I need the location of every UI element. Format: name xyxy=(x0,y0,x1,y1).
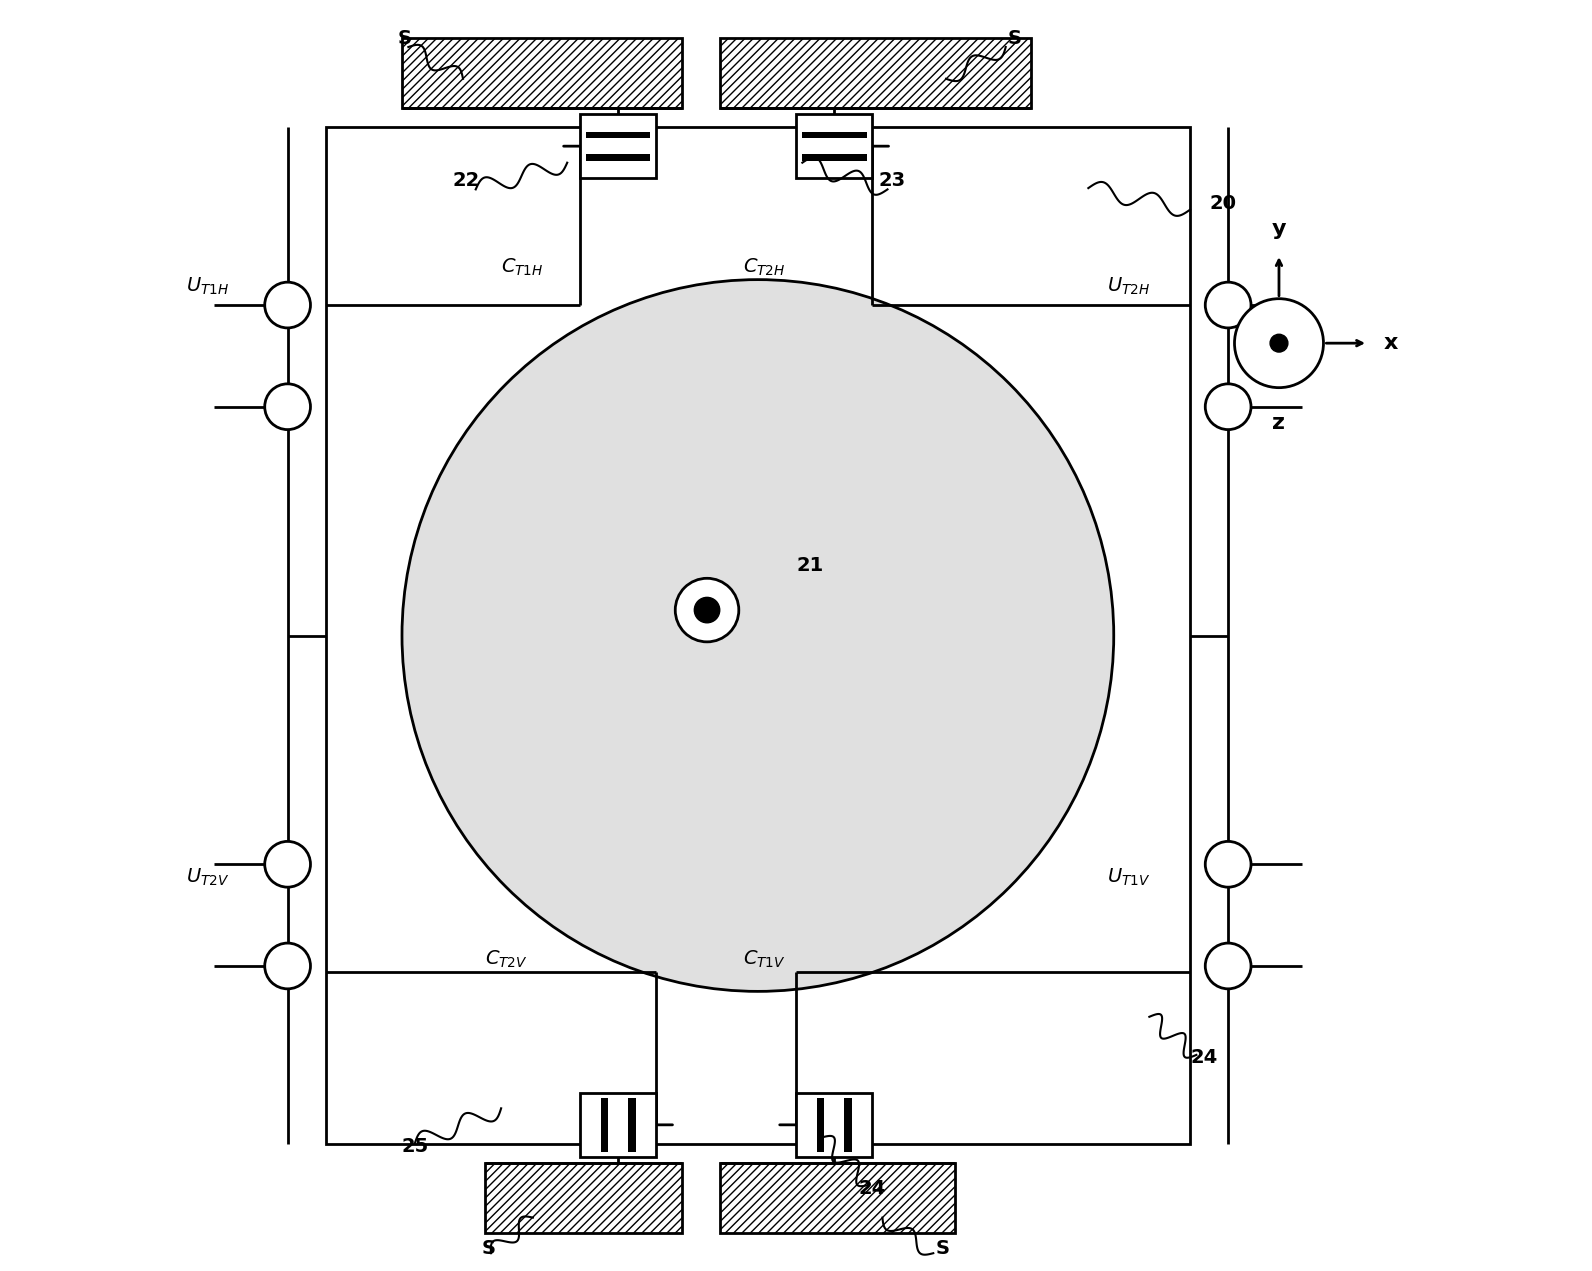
Bar xyxy=(326,127,1189,1144)
Text: 24: 24 xyxy=(858,1179,885,1197)
Text: 23: 23 xyxy=(879,172,906,189)
Circle shape xyxy=(1270,334,1288,352)
Circle shape xyxy=(1205,384,1251,430)
Circle shape xyxy=(694,597,720,623)
Text: $U_{T1H}$: $U_{T1H}$ xyxy=(186,276,229,296)
Text: S: S xyxy=(935,1239,949,1258)
Text: 22: 22 xyxy=(452,172,481,189)
Bar xyxy=(586,131,651,137)
Circle shape xyxy=(1205,282,1251,328)
Bar xyxy=(720,1163,955,1233)
Bar xyxy=(817,1098,825,1152)
Circle shape xyxy=(264,943,310,989)
Circle shape xyxy=(264,384,310,430)
Bar xyxy=(627,1098,635,1152)
Circle shape xyxy=(1234,299,1323,388)
Text: $U_{T2H}$: $U_{T2H}$ xyxy=(1108,276,1151,296)
Bar xyxy=(403,38,681,108)
Text: x: x xyxy=(1383,333,1398,353)
Bar xyxy=(802,154,866,160)
Circle shape xyxy=(1205,841,1251,887)
Bar xyxy=(600,1098,608,1152)
Circle shape xyxy=(675,578,739,642)
Text: 20: 20 xyxy=(1208,194,1235,212)
Bar xyxy=(586,154,651,160)
Bar xyxy=(579,1093,656,1157)
Text: y: y xyxy=(1272,219,1286,239)
Bar xyxy=(796,114,872,178)
Text: 24: 24 xyxy=(1189,1049,1218,1066)
Bar xyxy=(802,131,866,137)
Bar xyxy=(579,114,656,178)
Text: $C_{T2H}$: $C_{T2H}$ xyxy=(743,257,785,277)
Text: $C_{T1H}$: $C_{T1H}$ xyxy=(501,257,544,277)
Bar xyxy=(484,1163,681,1233)
Circle shape xyxy=(1205,943,1251,989)
Bar xyxy=(844,1098,852,1152)
Text: 25: 25 xyxy=(403,1138,430,1155)
Circle shape xyxy=(264,282,310,328)
Circle shape xyxy=(264,841,310,887)
Text: $U_{T2V}$: $U_{T2V}$ xyxy=(186,867,229,887)
Text: z: z xyxy=(1272,413,1285,433)
Text: $C_{T1V}$: $C_{T1V}$ xyxy=(743,949,785,970)
Text: S: S xyxy=(481,1239,495,1258)
Bar xyxy=(796,1093,872,1157)
Text: 21: 21 xyxy=(796,557,823,574)
Text: S: S xyxy=(398,29,411,48)
Circle shape xyxy=(403,280,1114,991)
Bar xyxy=(720,38,1032,108)
Text: $U_{T1V}$: $U_{T1V}$ xyxy=(1108,867,1151,887)
Text: S: S xyxy=(1008,29,1022,48)
Text: $C_{T2V}$: $C_{T2V}$ xyxy=(486,949,527,970)
